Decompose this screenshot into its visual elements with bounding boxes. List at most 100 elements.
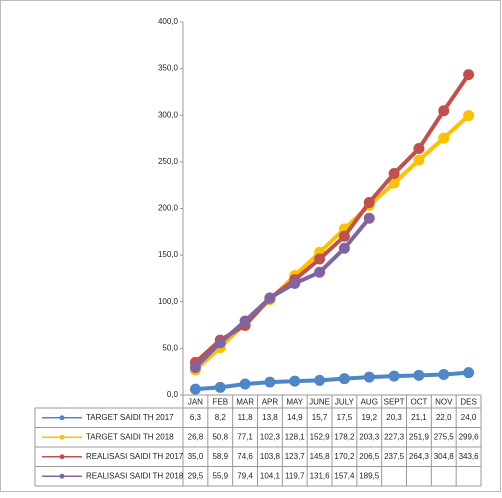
point — [388, 177, 400, 189]
table-value: 58,9 — [212, 452, 228, 461]
point — [438, 105, 450, 117]
legend-label: TARGET SAIDI TH 2018 — [86, 432, 174, 441]
point — [239, 315, 251, 327]
table-value: 275,5 — [434, 432, 455, 441]
point — [289, 277, 301, 289]
y-tick-label: 250,0 — [158, 157, 179, 166]
table-value: 104,1 — [260, 471, 281, 480]
legend-marker — [59, 434, 65, 440]
table-value: 206,5 — [359, 452, 380, 461]
y-tick-label: 50,0 — [162, 343, 178, 352]
table-value: 170,2 — [334, 452, 355, 461]
table-value: 264,3 — [409, 452, 430, 461]
point — [438, 132, 450, 144]
point — [388, 370, 400, 382]
point — [413, 143, 425, 155]
table-value: 22,0 — [436, 413, 452, 422]
point — [189, 361, 201, 373]
table-value: 131,6 — [310, 471, 331, 480]
table-value: 178,2 — [334, 432, 355, 441]
table-value: 189,5 — [359, 471, 380, 480]
point — [264, 292, 276, 304]
table-value: 157,4 — [334, 471, 355, 480]
legend-label: REALISASI SAIDI TH 2017 — [86, 452, 184, 461]
legend-marker — [59, 415, 65, 421]
legend-marker — [59, 473, 65, 479]
x-tick-label: AUG — [361, 398, 378, 407]
table-value: 74,6 — [237, 452, 253, 461]
point — [363, 371, 375, 383]
x-tick-label: OCT — [410, 398, 427, 407]
y-tick-label: 0,0 — [167, 390, 179, 399]
y-tick-label: 400,0 — [158, 17, 179, 26]
point — [463, 367, 475, 379]
table-value: 119,7 — [285, 471, 305, 480]
y-tick-label: 350,0 — [158, 64, 179, 73]
table-value: 6,3 — [190, 413, 202, 422]
table-value: 102,3 — [260, 432, 281, 441]
x-tick-label: JUNE — [309, 398, 330, 407]
table-value: 152,9 — [310, 432, 331, 441]
table-value: 26,8 — [188, 432, 204, 441]
table-value: 123,7 — [285, 452, 306, 461]
y-tick-label: 200,0 — [158, 204, 179, 213]
legend-label: REALISASI SAIDI TH 2018 — [86, 471, 184, 480]
table-value: 251,9 — [409, 432, 430, 441]
table-value: 145,8 — [310, 452, 331, 461]
point — [314, 253, 326, 265]
x-tick-label: FEB — [212, 398, 228, 407]
table-value: 50,8 — [212, 432, 228, 441]
point — [363, 196, 375, 208]
table-value: 8,2 — [215, 413, 227, 422]
table-value: 304,8 — [434, 452, 455, 461]
legend-marker — [59, 454, 65, 460]
table-value: 299,6 — [459, 432, 480, 441]
point — [388, 168, 400, 180]
table-value: 29,5 — [188, 471, 204, 480]
table-value: 203,3 — [359, 432, 380, 441]
x-tick-label: SEPT — [384, 398, 405, 407]
point — [413, 369, 425, 381]
table-value: 20,3 — [386, 413, 402, 422]
y-tick-label: 150,0 — [158, 250, 179, 259]
table-value: 13,8 — [262, 413, 278, 422]
point — [239, 378, 251, 390]
table-value: 14,9 — [287, 413, 303, 422]
point — [363, 212, 375, 224]
point — [463, 69, 475, 81]
point — [338, 230, 350, 242]
legend-label: TARGET SAIDI TH 2017 — [86, 413, 174, 422]
x-tick-label: APR — [262, 398, 279, 407]
point — [314, 374, 326, 386]
table-value: 35,0 — [188, 452, 204, 461]
table-value: 343,6 — [459, 452, 480, 461]
point — [189, 383, 201, 395]
point — [413, 154, 425, 166]
table-value: 77,1 — [237, 432, 253, 441]
table-value: 15,7 — [312, 413, 328, 422]
x-tick-label: NOV — [435, 398, 453, 407]
point — [463, 110, 475, 122]
point — [314, 266, 326, 278]
table-value: 55,9 — [212, 471, 228, 480]
y-tick-label: 300,0 — [158, 110, 179, 119]
point — [264, 376, 276, 388]
table-value: 24,0 — [461, 413, 477, 422]
point — [438, 368, 450, 380]
y-tick-label: 100,0 — [158, 297, 179, 306]
table-value: 79,4 — [237, 471, 253, 480]
table-value: 237,5 — [384, 452, 405, 461]
x-tick-label: JAN — [188, 398, 203, 407]
point — [214, 381, 226, 393]
table-value: 128,1 — [285, 432, 306, 441]
point — [214, 337, 226, 349]
x-tick-label: MAR — [236, 398, 254, 407]
table-value: 19,2 — [361, 413, 377, 422]
point — [289, 375, 301, 387]
table-value: 17,5 — [337, 413, 353, 422]
x-tick-label: DES — [460, 398, 476, 407]
x-tick-label: MAY — [286, 398, 303, 407]
point — [338, 242, 350, 254]
